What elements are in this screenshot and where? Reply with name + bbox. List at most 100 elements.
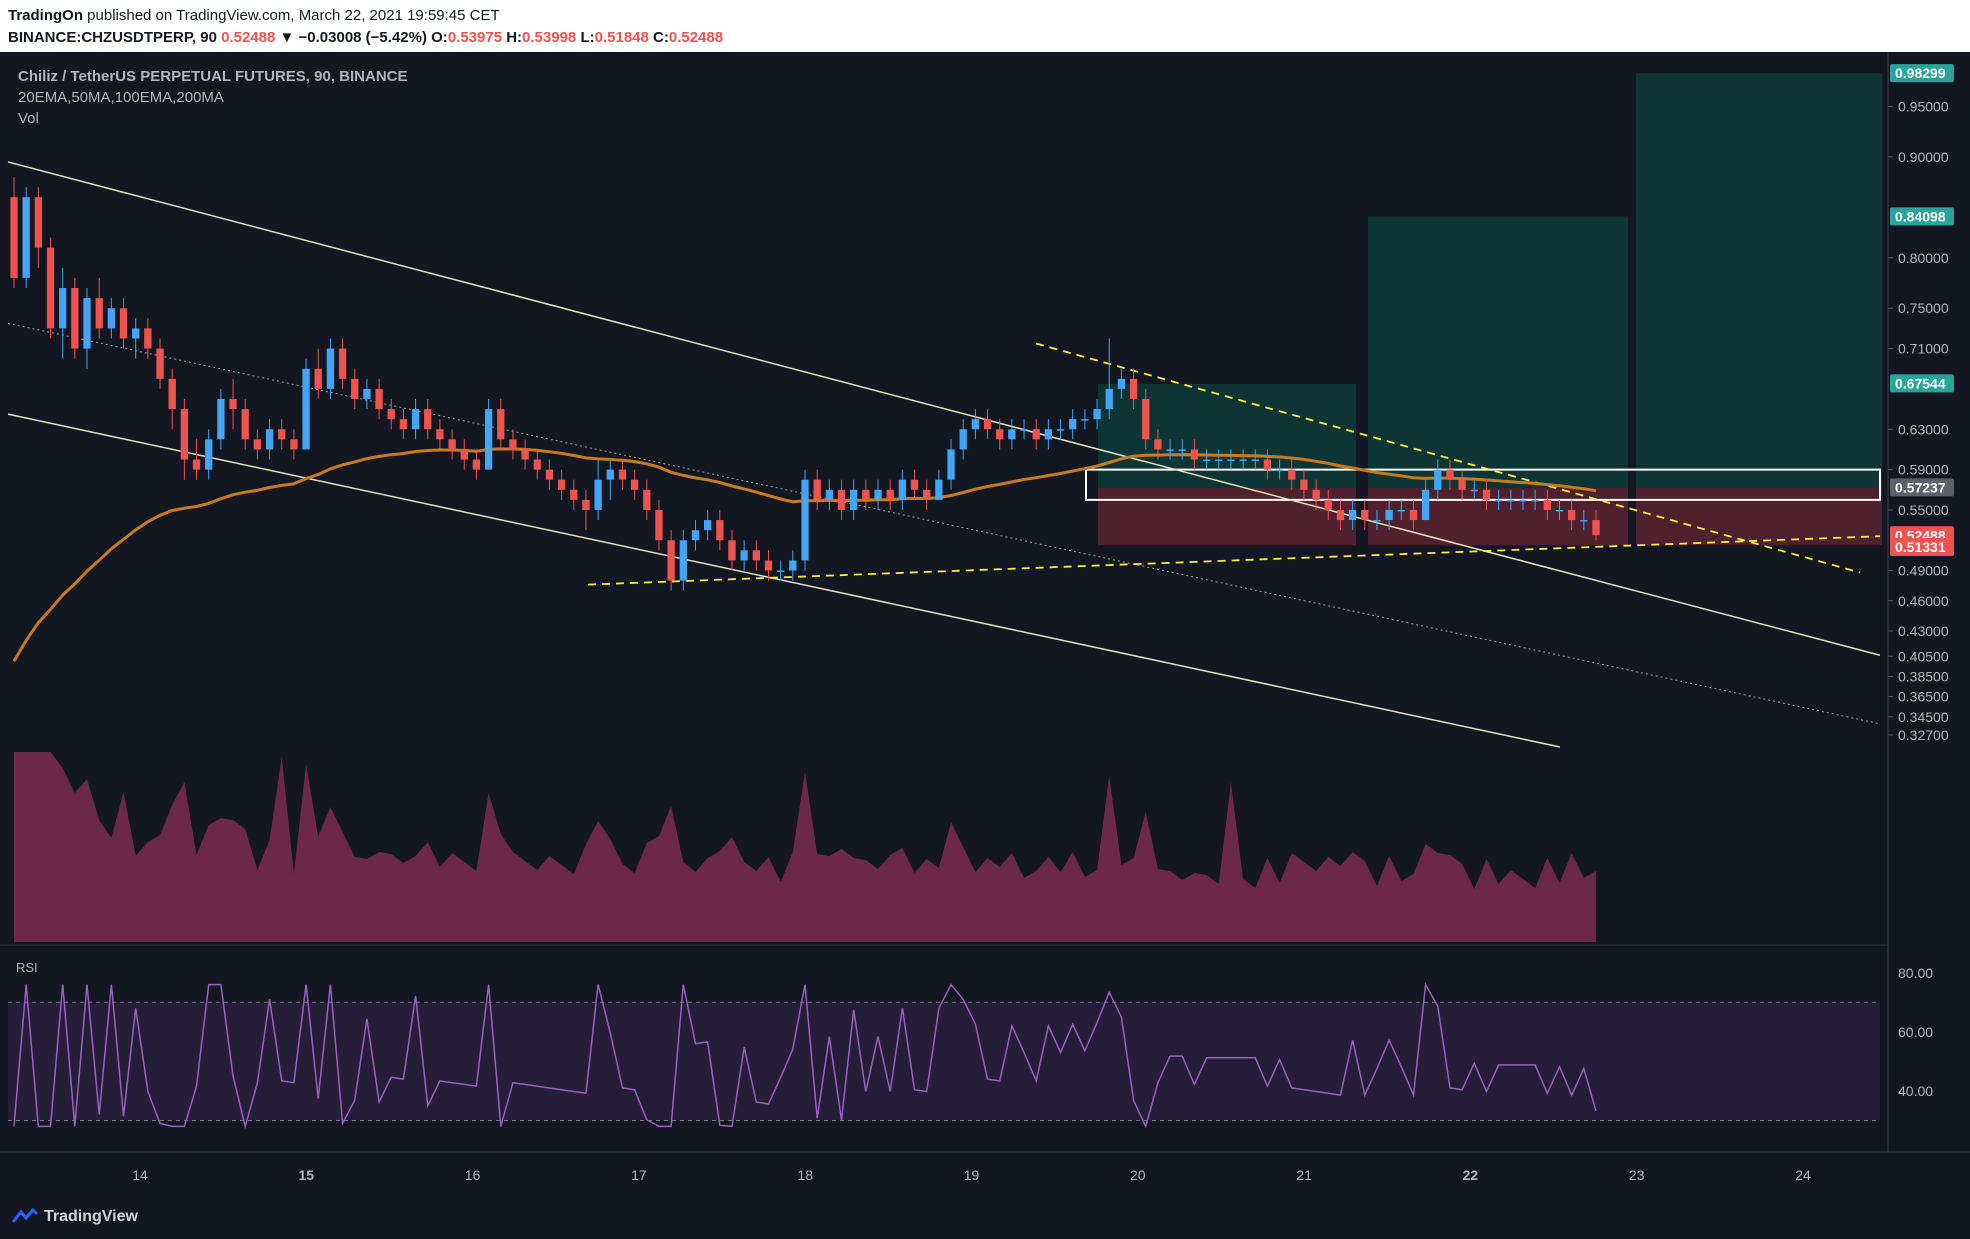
candle-body <box>1129 378 1138 399</box>
candle-body <box>521 449 529 460</box>
candle-body <box>971 419 980 430</box>
candle-body <box>472 459 481 470</box>
candle-body <box>825 489 833 500</box>
x-tick-label: 17 <box>631 1167 647 1183</box>
candle-body <box>484 409 493 470</box>
candle-body <box>1142 399 1150 440</box>
candle-body <box>302 368 310 450</box>
rsi-tick-label: 60.00 <box>1898 1024 1933 1040</box>
candle-body <box>643 489 651 510</box>
candle-body <box>570 489 578 500</box>
candle-body <box>1202 459 1211 462</box>
legend-title[interactable]: Chiliz / TetherUS PERPETUAL FUTURES, 90,… <box>18 68 408 85</box>
candle-body <box>1227 459 1235 462</box>
price-chart[interactable]: 0.32700 0.34500 0.36500 0.38500 0.40500 0.430… <box>0 52 1970 1194</box>
x-tick-label: 16 <box>465 1167 481 1183</box>
candle-body <box>1494 499 1503 502</box>
candle-body <box>618 469 627 480</box>
stop-zone <box>1636 487 1882 546</box>
high-label: H: <box>506 29 523 46</box>
publish-info: TradingOn published on TradingView.com, … <box>8 7 500 24</box>
candle-body <box>1105 388 1113 410</box>
candle-body <box>229 399 237 410</box>
rsi-legend[interactable]: RSI <box>16 960 38 975</box>
candle-body <box>667 540 675 581</box>
price-label-bg <box>1890 478 1954 497</box>
candle-body <box>1020 429 1028 431</box>
candle-body <box>205 439 213 470</box>
candle-body <box>606 469 614 480</box>
candle-body <box>801 479 809 561</box>
x-tick-label: 21 <box>1296 1167 1312 1183</box>
open-label: O: <box>431 29 448 46</box>
legend-volume[interactable]: Vol <box>18 110 39 127</box>
candle-body <box>679 540 687 581</box>
candle-body <box>107 308 116 329</box>
candle-body <box>886 489 894 500</box>
candle-body <box>1385 509 1393 521</box>
candle-body <box>1397 509 1405 512</box>
candle-body <box>71 288 79 349</box>
candle-body <box>1044 429 1053 440</box>
candle-body <box>1507 499 1515 502</box>
candle-body <box>813 479 821 500</box>
candle-body <box>691 530 700 541</box>
candle-body <box>740 550 748 561</box>
candle-body <box>630 479 639 490</box>
tradingview-logo[interactable]: TradingView <box>11 1207 138 1226</box>
y-tick-label: 0.43000 <box>1898 623 1949 639</box>
candle-body <box>1568 509 1576 521</box>
candle-body <box>1081 419 1089 421</box>
candle-body <box>1434 469 1442 490</box>
candle-body <box>1531 499 1539 502</box>
channel-upper-line <box>7 161 1881 656</box>
price-label-bg <box>1890 64 1954 83</box>
candle-body <box>764 560 773 571</box>
candle-body <box>996 429 1004 440</box>
price-label: 0.57237 <box>1895 479 1946 495</box>
price-label: 0.84098 <box>1895 208 1946 224</box>
price-label-bg <box>1890 374 1954 393</box>
candle-body <box>862 489 870 500</box>
candle-body <box>1190 449 1199 460</box>
candle-body <box>375 388 383 410</box>
candle-body <box>1592 520 1600 536</box>
candle-body <box>278 429 286 440</box>
candle-body <box>387 409 395 420</box>
price-change: ▼ −0.03008 (−5.42%) <box>279 29 427 46</box>
candle-body <box>156 348 164 379</box>
candle-body <box>411 409 420 430</box>
channel-lower-line <box>7 413 1561 748</box>
candle-body <box>1324 499 1332 510</box>
rsi-band <box>8 1002 1880 1121</box>
candle-body <box>1336 509 1345 521</box>
candle-body <box>1117 378 1126 389</box>
y-tick-label: 0.46000 <box>1898 593 1949 609</box>
candle-body <box>144 328 152 349</box>
rsi-line <box>13 982 1597 1130</box>
candle-body <box>582 499 590 510</box>
resistance-trendline <box>1035 342 1861 574</box>
candle-body <box>217 399 225 440</box>
candle-body <box>983 419 992 430</box>
volume-area <box>14 752 1596 942</box>
symbol-label: BINANCE:CHZUSDTPERP, 90 <box>8 29 217 46</box>
candle-body <box>850 489 858 510</box>
candle-body <box>1154 439 1162 450</box>
legend-indicators[interactable]: 20EMA,50MA,100EMA,200MA <box>18 89 224 106</box>
publish-date: published on TradingView.com, March 22, … <box>83 7 500 24</box>
publisher-name[interactable]: TradingOn <box>8 7 83 24</box>
candle-body <box>1543 499 1551 510</box>
candle-body <box>1032 429 1040 440</box>
high-value: 0.53998 <box>522 29 577 46</box>
x-tick-label: 24 <box>1795 1167 1811 1183</box>
candle-body <box>1008 429 1016 440</box>
y-tick-label: 0.34500 <box>1898 709 1949 725</box>
x-tick-label: 22 <box>1463 1167 1479 1183</box>
candle-body <box>460 449 468 460</box>
rsi-tick-label: 80.00 <box>1898 965 1933 981</box>
candle-body <box>1288 469 1296 480</box>
close-value: 0.52488 <box>668 29 724 46</box>
stop-zone <box>1368 487 1628 546</box>
candle-body <box>22 197 30 278</box>
